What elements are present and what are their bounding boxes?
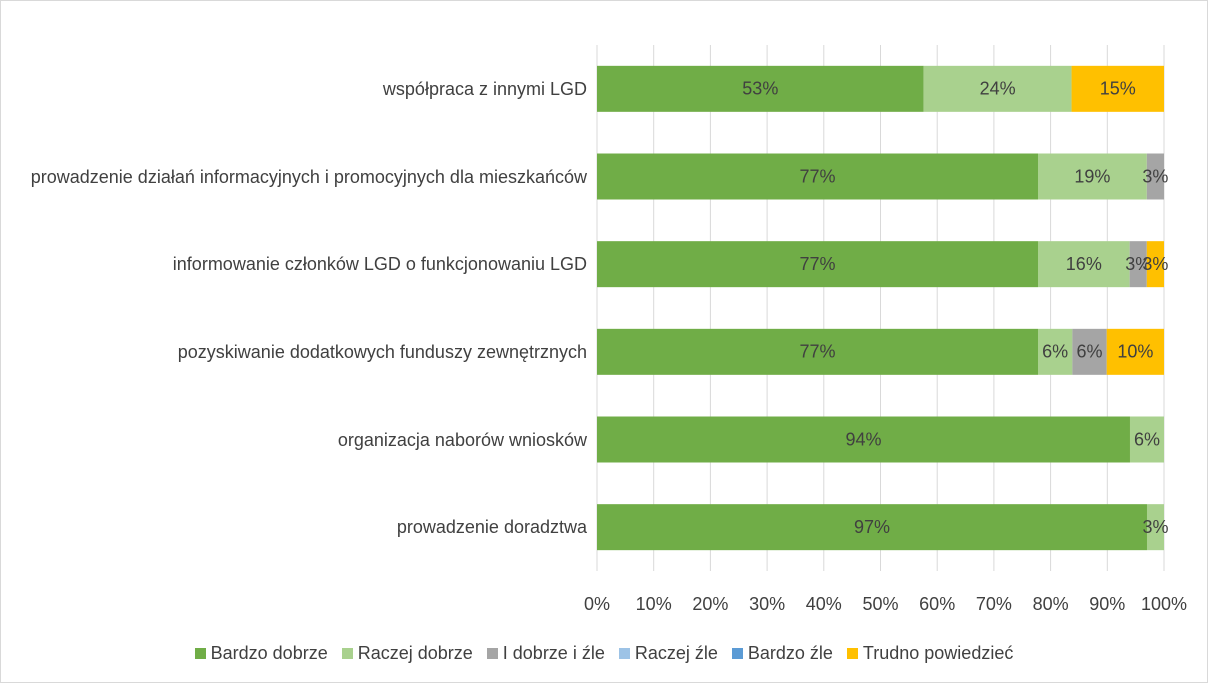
legend-swatch — [486, 648, 498, 659]
legend-item: I dobrze i źle — [486, 643, 605, 664]
legend-item: Trudno powiedzieć — [846, 643, 1014, 664]
x-tick-label: 0% — [584, 594, 610, 614]
legend-swatch — [618, 648, 630, 659]
x-tick-label: 70% — [976, 594, 1012, 614]
bar-segment — [597, 416, 1130, 463]
legend: Bardzo dobrze Raczej dobrze I dobrze i źle… — [1, 643, 1207, 664]
bar-segment — [1106, 328, 1164, 375]
value-label: 77% — [799, 166, 835, 186]
legend-label: Bardzo źle — [747, 643, 833, 663]
x-tick-label: 60% — [919, 594, 955, 614]
category-label: informowanie członków LGD o funkcjonowan… — [17, 251, 587, 277]
bar-segment — [1146, 504, 1164, 551]
x-tick-label: 30% — [749, 594, 785, 614]
value-label: 19% — [1074, 166, 1110, 186]
value-label: 24% — [980, 79, 1016, 99]
category-text: prowadzenie działań informacyjnych i pro… — [30, 166, 587, 187]
value-label: 77% — [799, 342, 835, 362]
bar-segment — [597, 328, 1038, 375]
value-label: 77% — [799, 254, 835, 274]
bar-segment — [1146, 153, 1164, 200]
bar-segment — [597, 65, 924, 112]
legend-label: Raczej źle — [634, 643, 718, 663]
value-label: 15% — [1100, 79, 1136, 99]
x-tick-label: 10% — [636, 594, 672, 614]
bar-segment — [923, 65, 1072, 112]
value-label: 53% — [742, 79, 778, 99]
bar-segment — [1071, 65, 1164, 112]
value-label: 16% — [1066, 254, 1102, 274]
bar-segment — [1072, 328, 1107, 375]
value-label: 3% — [1125, 254, 1151, 274]
value-label: 6% — [1042, 342, 1068, 362]
legend-swatch — [731, 648, 743, 659]
category-text: prowadzenie doradztwa — [396, 517, 587, 538]
x-tick-label: 40% — [806, 594, 842, 614]
value-label: 10% — [1117, 342, 1153, 362]
legend-swatch — [194, 648, 206, 659]
legend-item: Bardzo źle — [731, 643, 833, 664]
bar-segment — [597, 241, 1038, 288]
value-label: 3% — [1142, 517, 1168, 537]
value-label: 97% — [854, 517, 890, 537]
category-text: informowanie członków LGD o funkcjonowan… — [172, 254, 587, 275]
legend-label: Trudno powiedzieć — [862, 643, 1014, 663]
bar-segment — [597, 504, 1147, 551]
bar-segment — [1129, 241, 1147, 288]
bar-segment — [1038, 241, 1130, 288]
value-label: 3% — [1142, 254, 1168, 274]
bar-segment — [1129, 416, 1164, 463]
legend-label: Bardzo dobrze — [210, 643, 328, 663]
legend-label: Raczej dobrze — [357, 643, 473, 663]
category-text: współpraca z innymi LGD — [382, 78, 587, 99]
legend-swatch — [846, 648, 858, 659]
x-tick-label: 20% — [692, 594, 728, 614]
x-tick-label: 50% — [862, 594, 898, 614]
x-tick-label: 80% — [1033, 594, 1069, 614]
bar-segment — [1038, 153, 1147, 200]
legend-item: Bardzo dobrze — [194, 643, 328, 664]
category-label: prowadzenie doradztwa — [17, 514, 587, 540]
category-label: organizacja naborów wniosków — [17, 427, 587, 453]
bar-segment — [597, 153, 1038, 200]
category-text: pozyskiwanie dodatkowych funduszy zewnęt… — [177, 341, 587, 362]
bar-segment — [1038, 328, 1073, 375]
category-label: współpraca z innymi LGD — [17, 76, 587, 102]
value-label: 6% — [1077, 342, 1103, 362]
legend-label: I dobrze i źle — [502, 643, 605, 663]
legend-item: Raczej źle — [618, 643, 718, 664]
bar-segment — [1146, 241, 1164, 288]
category-text: organizacja naborów wniosków — [337, 429, 587, 450]
value-label: 6% — [1134, 429, 1160, 449]
category-label: pozyskiwanie dodatkowych funduszy zewnęt… — [17, 339, 587, 365]
legend-item: Raczej dobrze — [341, 643, 473, 664]
x-tick-label: 100% — [1141, 594, 1187, 614]
category-label: prowadzenie działań informacyjnych i pro… — [17, 164, 587, 190]
legend-swatch — [341, 648, 353, 659]
value-label: 3% — [1142, 166, 1168, 186]
x-tick-label: 90% — [1089, 594, 1125, 614]
value-label: 94% — [845, 429, 881, 449]
